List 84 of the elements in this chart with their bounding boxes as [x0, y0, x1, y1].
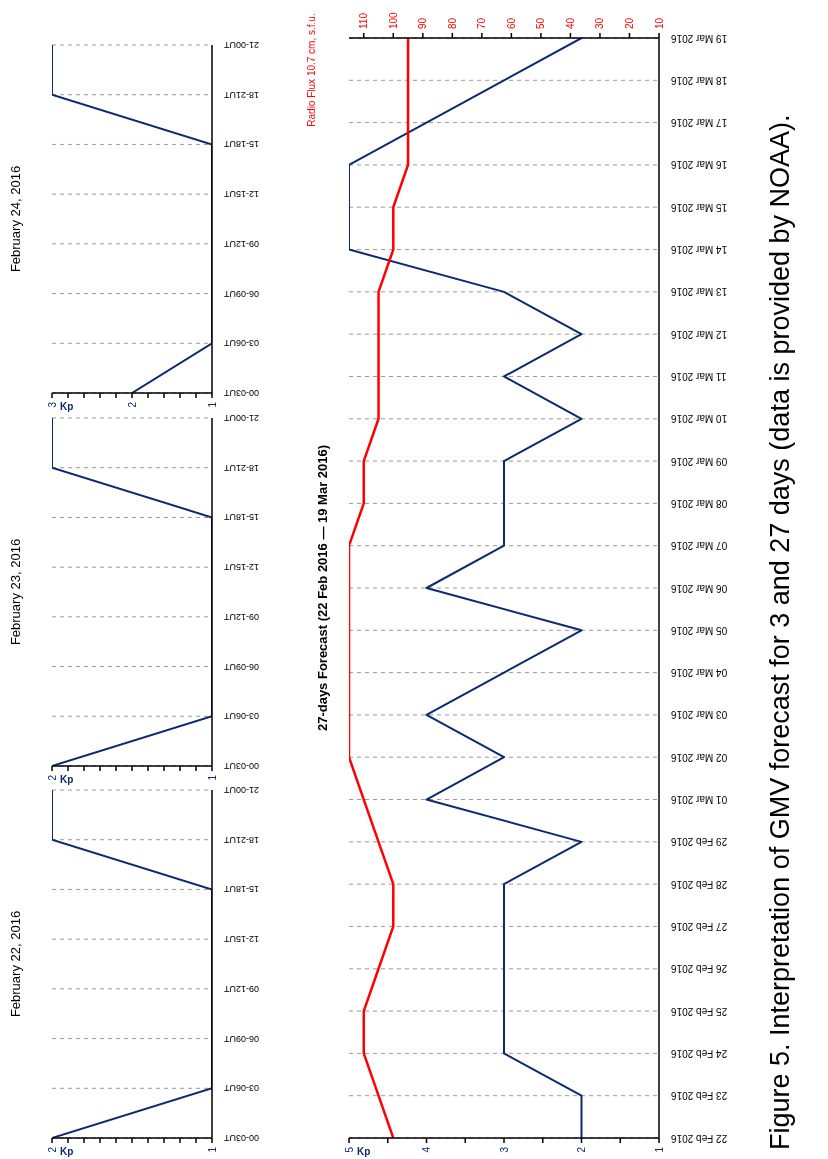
y-tick-label: 16 Mar 2016 — [670, 159, 728, 171]
y-tick-label: 00-03UT — [223, 1133, 260, 1143]
x-tick-label: 1 — [206, 1146, 218, 1153]
x2-tick-label: 30 — [594, 17, 606, 29]
y-tick-label: 05 Mar 2016 — [670, 624, 728, 636]
y-tick-label: 11 Mar 2016 — [670, 370, 727, 382]
y-tick-label: 10 Mar 2016 — [670, 413, 728, 425]
y-tick-label: 03-06UT — [223, 338, 260, 349]
y-tick-label: 09 Mar 2016 — [670, 455, 728, 467]
x-tick-label: 4 — [421, 1146, 432, 1153]
x-tick-label: 3 — [498, 1146, 510, 1153]
y-tick-label: 04 Mar 2016 — [670, 667, 728, 679]
text: February 24, 2016 — [7, 165, 23, 273]
x2-tick-label: 60 — [505, 17, 517, 29]
x2-tick-label: 90 — [417, 17, 429, 29]
y-tick-label: 18-21UT — [223, 462, 260, 473]
y-tick-label: 06-09UT — [223, 661, 260, 672]
y-tick-label: 03 Mar 2016 — [670, 709, 728, 721]
x2-tick-label: 40 — [564, 17, 576, 29]
y-tick-label: 06-09UT — [223, 1033, 260, 1044]
x2-tick-label: 100 — [387, 11, 399, 29]
x-tick-label: 2 — [46, 774, 58, 781]
y-tick-label: 02 Mar 2016 — [670, 751, 728, 763]
x-tick-label: 5 — [343, 1146, 355, 1153]
x-axis-title: Kp — [60, 1146, 74, 1157]
y-tick-label: 13 Mar 2016 — [670, 286, 728, 298]
y-tick-label: 18-21UT — [223, 89, 260, 100]
x-tick-label: 1 — [653, 1146, 665, 1153]
y-tick-label: 06 Mar 2016 — [670, 582, 728, 594]
y-tick-label: 00-03UT — [223, 388, 260, 398]
text: February 23, 2016 — [7, 538, 23, 646]
y-tick-label: 26 Feb 2016 — [670, 963, 728, 975]
y-tick-label: 09-12UT — [223, 983, 260, 994]
x2-tick-label: 70 — [476, 17, 488, 29]
y-tick-label: 15-18UT — [223, 512, 260, 523]
y-tick-label: 27 Feb 2016 — [670, 920, 728, 932]
y-tick-label: 03-06UT — [223, 711, 260, 722]
x-tick-label: 1 — [206, 774, 218, 781]
y-tick-label: 21-00UT — [223, 413, 260, 423]
x-axis-title: Kp — [60, 401, 74, 412]
y-tick-label: 00-03UT — [223, 761, 260, 771]
x2-tick-label: 110 — [358, 12, 370, 29]
y-tick-label: 09-12UT — [223, 611, 260, 622]
x-axis-title: Kp — [60, 774, 74, 785]
y-tick-label: 21-00UT — [223, 785, 260, 795]
y-tick-label: 24 Feb 2016 — [670, 1047, 728, 1059]
y-tick-label: 09-12UT — [223, 238, 260, 249]
y-tick-label: 15-18UT — [223, 139, 260, 150]
y-tick-label: 15-18UT — [223, 884, 260, 895]
y-tick-label: 21-00UT — [223, 40, 260, 50]
x-tick-label: 2 — [576, 1146, 587, 1153]
y-tick-label: 12-15UT — [223, 189, 260, 200]
y-tick-label: 22 Feb 2016 — [670, 1132, 728, 1144]
x-tick-label: 2 — [126, 401, 138, 408]
y-tick-label: 06-09UT — [223, 288, 260, 299]
caption: Figure 5. Interpretation of GMV forecast for 3 and 27 days (data is provided by NOAA). — [765, 113, 796, 1150]
y-tick-label: 12-15UT — [223, 562, 260, 573]
y-tick-label: 15 Mar 2016 — [670, 201, 728, 213]
y-tick-label: 08 Mar 2016 — [670, 497, 728, 509]
y-tick-label: 23 Feb 2016 — [670, 1090, 728, 1102]
text: February 22, 2016 — [7, 910, 23, 1018]
x2-tick-label: 20 — [623, 17, 635, 29]
y-tick-label: 18 Mar 2016 — [670, 74, 728, 86]
y-tick-label: 01 Mar 2016 — [670, 794, 728, 806]
y-tick-label: 17 Mar 2016 — [670, 117, 728, 129]
x-tick-label: 2 — [46, 1146, 58, 1153]
y-tick-label: 03-06UT — [223, 1083, 260, 1094]
text: 27-days Forecast (22 Feb 2016 — 19 Mar 2016) — [314, 444, 330, 732]
y-tick-label: 07 Mar 2016 — [670, 540, 728, 552]
x2-axis-title: Radio Flux 10.7 cm, s.f.u. — [305, 13, 317, 127]
x-tick-label: 3 — [46, 401, 58, 408]
x-axis-title: Kp — [357, 1146, 371, 1157]
y-tick-label: 25 Feb 2016 — [670, 1005, 728, 1017]
y-tick-label: 28 Feb 2016 — [670, 878, 728, 890]
y-tick-label: 14 Mar 2016 — [670, 244, 728, 256]
x2-tick-label: 50 — [535, 17, 547, 29]
y-tick-label: 12 Mar 2016 — [670, 328, 728, 340]
y-tick-label: 29 Feb 2016 — [670, 836, 728, 848]
x-tick-label: 1 — [206, 401, 218, 408]
x2-tick-label: 80 — [446, 17, 458, 29]
y-tick-label: 19 Mar 2016 — [670, 32, 728, 44]
x2-tick-label: 10 — [653, 17, 665, 29]
y-tick-label: 18-21UT — [223, 834, 260, 845]
y-tick-label: 12-15UT — [223, 934, 260, 945]
